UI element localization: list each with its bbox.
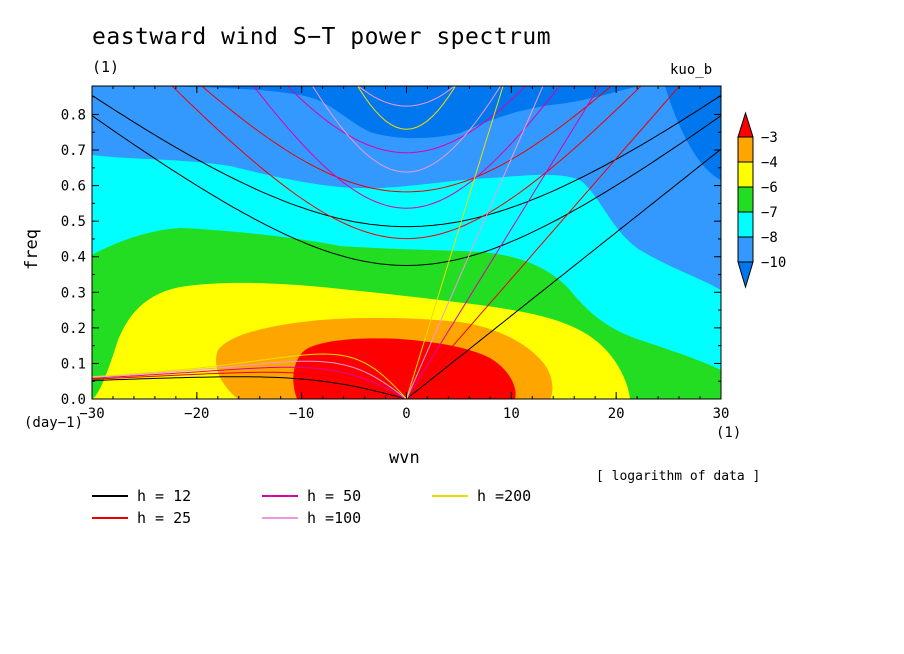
dispersion-curve (92, 353, 407, 399)
dispersion-curve (201, 86, 612, 193)
contour-fill-layer (92, 0, 721, 399)
x-unit-label: (1) (716, 425, 742, 441)
colorbar-label: −4 (761, 155, 778, 171)
dispersion-curve (286, 86, 527, 154)
y-tick-label: 0.5 (61, 214, 86, 230)
dispersion-curve (92, 0, 721, 51)
y-tick-label: 0.0 (61, 392, 86, 408)
x-tick-label: 0 (402, 406, 410, 422)
dispersion-curve (92, 371, 407, 399)
legend-label: h = 25 (137, 509, 192, 527)
y-tick-label: 0.7 (61, 143, 86, 159)
x-tick-label: 20 (608, 406, 625, 422)
y-tick-label: 0.6 (61, 179, 86, 195)
colorbar-segment (737, 161, 754, 188)
colorbar-label: −8 (761, 230, 778, 246)
dispersion-curve (406, 86, 601, 399)
dispersion-curves (92, 0, 721, 399)
y-tick-label: 0.4 (61, 250, 86, 266)
y-tick-label: 0.8 (61, 107, 86, 123)
dispersion-curve (311, 86, 502, 173)
colorbar-label: −6 (761, 180, 778, 196)
dispersion-curve (92, 115, 721, 267)
colorbar-segment (737, 186, 754, 213)
y-unit-label: (day−1) (24, 415, 84, 431)
legend-swatch (262, 495, 298, 497)
x-axis-ticks: −30 −20 −10 0 10 20 30 (79, 86, 729, 422)
colorbar-arrow-top (737, 111, 754, 138)
x-tick-label: −20 (184, 406, 209, 422)
colorbar-arrow-bottom (737, 261, 754, 289)
x-axis-label: wvn (389, 448, 420, 468)
data-note: [ logarithm of data ] (596, 469, 761, 484)
x-tick-label: −10 (289, 406, 314, 422)
legend-label: h = 12 (137, 487, 192, 505)
dispersion-curve (406, 86, 504, 399)
legend-swatch (432, 495, 468, 497)
chart-title: eastward wind S−T power spectrum (92, 24, 552, 50)
y-tick-label: 0.3 (61, 285, 86, 301)
legend-swatch (262, 517, 298, 519)
colorbar-segment (737, 136, 754, 163)
colorbar-segment (737, 236, 754, 263)
dispersion-curve (357, 86, 456, 107)
dispersion-curve (252, 86, 561, 209)
top-unit-label: (1) (92, 58, 120, 76)
y-tick-label: 0.2 (61, 321, 86, 337)
dispersion-curve (406, 86, 544, 399)
colorbar-segment (737, 211, 754, 238)
legend-label: h =100 (307, 509, 362, 527)
x-tick-label: −30 (79, 406, 104, 422)
x-tick-label: 10 (503, 406, 520, 422)
colorbar: −10 −8 −7 −6 −4 −3 (737, 111, 786, 289)
dispersion-curve (406, 86, 681, 399)
legend-label: h =200 (477, 487, 532, 505)
dispersion-curve (92, 360, 407, 399)
dispersion-curve (357, 86, 456, 130)
dispersion-curve (406, 148, 721, 399)
colorbar-label: −7 (761, 205, 778, 221)
contour-band-gt-3 (293, 338, 516, 399)
colorbar-label: −10 (761, 255, 786, 271)
legend-swatch (92, 517, 128, 519)
x-tick-label: 30 (713, 406, 730, 422)
legend-label: h = 50 (307, 487, 362, 505)
model-label: kuo_b (670, 62, 713, 78)
legend-swatch (92, 495, 128, 497)
dispersion-curve (171, 86, 642, 240)
colorbar-label: −3 (761, 130, 778, 146)
y-axis-ticks: 0.0 0.1 0.2 0.3 0.4 0.5 0.6 0.7 0.8 (61, 96, 721, 408)
dispersion-curve (92, 376, 407, 399)
dispersion-curve (92, 366, 407, 399)
y-tick-label: 0.1 (61, 356, 86, 372)
